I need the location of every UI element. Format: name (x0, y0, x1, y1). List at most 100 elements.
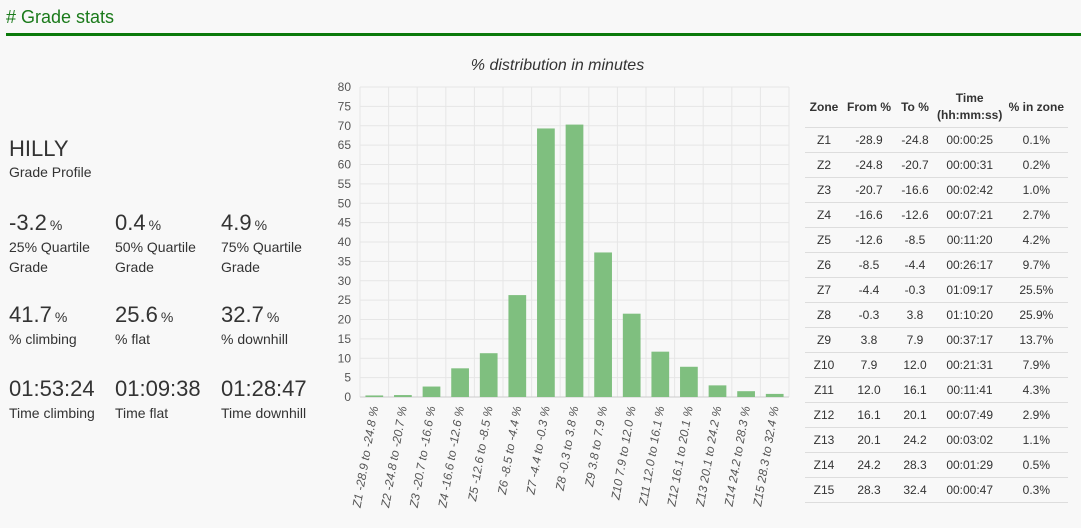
y-tick-label: 10 (338, 351, 352, 365)
x-tick-label: Z4 -16.6 to -12.6 % (435, 405, 467, 510)
x-tick-label: Z5 -12.6 to -8.5 % (465, 405, 496, 503)
time-cell: 01:10:20 (935, 302, 1005, 328)
bar-14 (737, 391, 755, 397)
column-header-from: From % (843, 87, 895, 128)
percent-cell: 1.1% (1004, 427, 1069, 453)
zone-cell: Z11 (805, 377, 843, 403)
from-cell: -8.5 (843, 252, 895, 278)
zone-cell: Z6 (805, 252, 843, 278)
time-cell: 00:03:02 (935, 427, 1005, 453)
grade-stats-panel: HILLY Grade Profile -3.2% 25% Quartile G… (9, 0, 329, 528)
to-cell: -12.6 (895, 202, 935, 228)
table-row: Z7 -4.4 -0.3 01:09:17 25.5% (805, 277, 1069, 303)
zone-cell: Z15 (805, 477, 843, 503)
bar-9 (594, 252, 612, 397)
x-tick-label: Z7 -4.4 to -0.3 % (523, 405, 553, 497)
stat-value: 01:09:38 (115, 376, 201, 401)
zone-cell: Z10 (805, 352, 843, 378)
x-tick-label: Z13 20.1 to 24.2 % (693, 405, 725, 509)
y-tick-label: 80 (338, 80, 352, 94)
stat-label: 75% Quartile Grade (221, 239, 302, 275)
to-cell: 32.4 (895, 477, 935, 503)
y-tick-label: 60 (338, 158, 352, 172)
time-cell: 00:02:42 (935, 177, 1005, 203)
x-tick-label: Z2 -24.8 to -20.7 % (378, 405, 410, 510)
x-tick-label: Z10 7.9 to 12.0 % (608, 405, 638, 502)
section-title: # Grade stats (6, 7, 115, 27)
stat-label: % climbing (9, 331, 77, 347)
table-row: Z14 24.2 28.3 00:01:29 0.5% (805, 452, 1069, 478)
table-row: Z2 -24.8 -20.7 00:00:31 0.2% (805, 152, 1069, 178)
zone-cell: Z8 (805, 302, 843, 328)
x-tick-label: Z9 3.8 to 7.9 % (582, 405, 610, 489)
to-cell: -20.7 (895, 152, 935, 178)
to-cell: 16.1 (895, 377, 935, 403)
table-row: Z11 12.0 16.1 00:11:41 4.3% (805, 377, 1069, 403)
y-tick-label: 25 (338, 293, 352, 307)
stat-value: -3.2 (9, 210, 47, 235)
time-cell: 00:01:29 (935, 452, 1005, 478)
from-cell: -0.3 (843, 302, 895, 328)
time-cell: 00:00:25 (935, 127, 1005, 153)
table-row: Z9 3.8 7.9 00:37:17 13.7% (805, 327, 1069, 353)
chart-title: % distribution in minutes (470, 57, 645, 74)
table-row: Z1 -28.9 -24.8 00:00:25 0.1% (805, 127, 1069, 153)
from-cell: 24.2 (843, 452, 895, 478)
zone-cell: Z5 (805, 227, 843, 253)
bar-6 (508, 295, 527, 397)
table-row: Z3 -20.7 -16.6 00:02:42 1.0% (805, 177, 1069, 203)
zone-cell: Z13 (805, 427, 843, 453)
percent-cell: 0.2% (1004, 152, 1069, 178)
table-row: Z5 -12.6 -8.5 00:11:20 4.2% (805, 227, 1069, 253)
zone-table-header-row: Zone From % To % Time (hh:mm:ss) % in zo… (805, 87, 1069, 128)
table-row: Z13 20.1 24.2 00:03:02 1.1% (805, 427, 1069, 453)
from-cell: -12.6 (843, 227, 895, 253)
to-cell: -0.3 (895, 277, 935, 303)
x-tick-label: Z14 24.2 to 28.3 % (721, 405, 753, 509)
time-climbing-stat: 01:53:24 Time climbing (9, 376, 113, 423)
column-header-to: To % (895, 87, 935, 128)
to-cell: -24.8 (895, 127, 935, 153)
zone-cell: Z2 (805, 152, 843, 178)
from-cell: -24.8 (843, 152, 895, 178)
stat-value: 4.9 (221, 210, 252, 235)
column-header-time: Time (hh:mm:ss) (935, 87, 1005, 128)
time-cell: 00:11:41 (935, 377, 1005, 403)
time-cell: 00:07:21 (935, 202, 1005, 228)
zone-cell: Z7 (805, 277, 843, 303)
table-row: Z15 28.3 32.4 00:00:47 0.3% (805, 477, 1069, 503)
percent-cell: 7.9% (1004, 352, 1069, 378)
zone-cell: Z14 (805, 452, 843, 478)
zone-table: Zone From % To % Time (hh:mm:ss) % in zo… (805, 87, 1069, 503)
zone-cell: Z4 (805, 202, 843, 228)
y-tick-label: 65 (338, 138, 352, 152)
from-cell: -4.4 (843, 277, 895, 303)
zone-cell: Z3 (805, 177, 843, 203)
stat-unit: % (266, 309, 280, 325)
stat-value: 25.6 (115, 302, 158, 327)
to-cell: 3.8 (895, 302, 935, 328)
stat-label: % downhill (221, 331, 288, 347)
time-cell: 00:00:47 (935, 477, 1005, 503)
y-tick-label: 35 (338, 254, 352, 268)
bar-7 (537, 128, 555, 397)
y-tick-label: 40 (338, 235, 352, 249)
stat-label: 50% Quartile Grade (115, 239, 196, 275)
bar-3 (422, 386, 441, 397)
to-cell: 12.0 (895, 352, 935, 378)
from-cell: 16.1 (843, 402, 895, 428)
to-cell: 20.1 (895, 402, 935, 428)
time-cell: 01:09:17 (935, 277, 1005, 303)
percent-cell: 9.7% (1004, 252, 1069, 278)
from-cell: -20.7 (843, 177, 895, 203)
time-cell: 00:07:49 (935, 402, 1005, 428)
time-cell: 00:37:17 (935, 327, 1005, 353)
column-header-percent-in-zone: % in zone (1004, 87, 1069, 128)
time-cell: 00:00:31 (935, 152, 1005, 178)
zone-cell: Z12 (805, 402, 843, 428)
stat-label: 25% Quartile Grade (9, 239, 90, 275)
y-tick-label: 45 (338, 216, 352, 230)
from-cell: 12.0 (843, 377, 895, 403)
zone-cell: Z9 (805, 327, 843, 353)
column-header-zone: Zone (805, 87, 843, 128)
